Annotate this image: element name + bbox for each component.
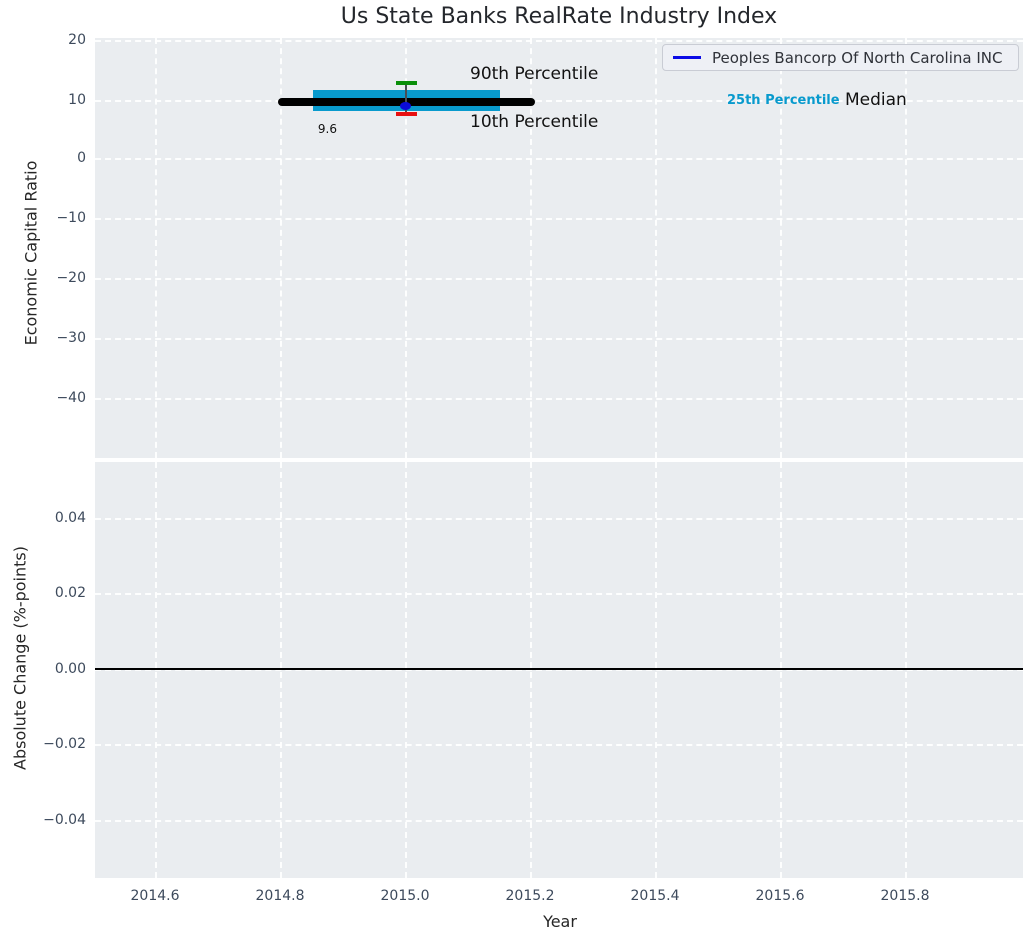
gridline-h bbox=[95, 40, 1023, 42]
zero-change-line bbox=[95, 668, 1023, 670]
ytick-label: −40 bbox=[56, 390, 86, 406]
gridline-h bbox=[95, 158, 1023, 160]
xtick-label: 2015.8 bbox=[880, 888, 930, 904]
ytick-label: 10 bbox=[68, 92, 86, 108]
gridline-v bbox=[905, 38, 907, 458]
gridline-v bbox=[780, 38, 782, 458]
x-axis-label: Year bbox=[543, 912, 577, 931]
ytick-label: 0.00 bbox=[54, 661, 86, 677]
company-data-marker bbox=[400, 102, 411, 110]
p25-annotation: 25th Percentile bbox=[727, 93, 840, 108]
gridline-h bbox=[95, 338, 1023, 340]
xtick-label: 2015.4 bbox=[630, 888, 680, 904]
top-plot-area: 9.6 90th Percentile 10th Percentile 25th… bbox=[95, 38, 1023, 458]
gridline-v bbox=[655, 38, 657, 458]
ytick-label: −30 bbox=[56, 330, 86, 346]
gridline-h bbox=[95, 218, 1023, 220]
ytick-label: −20 bbox=[56, 270, 86, 286]
bottom-y-axis-label: Absolute Change (%-points) bbox=[10, 546, 30, 770]
ytick-label: 0.02 bbox=[54, 585, 86, 601]
p90-percentile-cap bbox=[396, 81, 417, 85]
xtick-label: 2014.6 bbox=[130, 888, 180, 904]
legend-label: Peoples Bancorp Of North Carolina INC bbox=[712, 48, 1003, 67]
legend: Peoples Bancorp Of North Carolina INC bbox=[662, 44, 1019, 71]
ytick-label: 20 bbox=[68, 32, 86, 48]
gridline-h bbox=[95, 398, 1023, 400]
p10-annotation: 10th Percentile bbox=[470, 112, 599, 132]
xtick-label: 2015.6 bbox=[755, 888, 805, 904]
gridline-h bbox=[95, 593, 1023, 595]
gridline-h bbox=[95, 820, 1023, 822]
gridline-v bbox=[280, 38, 282, 458]
gridline-v bbox=[530, 38, 532, 458]
ytick-label: −0.02 bbox=[43, 736, 86, 752]
p10-percentile-cap bbox=[396, 112, 417, 116]
p90-annotation: 90th Percentile bbox=[470, 64, 599, 84]
ytick-label: 0 bbox=[77, 150, 86, 166]
ytick-label: −10 bbox=[56, 210, 86, 226]
gridline-v bbox=[405, 38, 407, 458]
bottom-plot-area bbox=[95, 462, 1023, 878]
chart-title: Us State Banks RealRate Industry Index bbox=[340, 4, 778, 29]
xtick-label: 2015.2 bbox=[505, 888, 555, 904]
gridline-h bbox=[95, 278, 1023, 280]
gridline-h bbox=[95, 744, 1023, 746]
ytick-label: −0.04 bbox=[43, 812, 86, 828]
gridline-v bbox=[155, 38, 157, 458]
percentile-whisker-line bbox=[405, 83, 407, 114]
xtick-label: 2015.0 bbox=[380, 888, 430, 904]
median-annotation: Median bbox=[845, 90, 907, 110]
legend-line-swatch bbox=[673, 56, 701, 59]
median-value-label: 9.6 bbox=[317, 122, 337, 136]
ytick-label: 0.04 bbox=[54, 510, 86, 526]
gridline-h bbox=[95, 669, 1023, 671]
top-y-axis-label: Economic Capital Ratio bbox=[21, 160, 41, 346]
xtick-label: 2014.8 bbox=[255, 888, 305, 904]
gridline-h bbox=[95, 518, 1023, 520]
gridline-h bbox=[95, 100, 1023, 102]
